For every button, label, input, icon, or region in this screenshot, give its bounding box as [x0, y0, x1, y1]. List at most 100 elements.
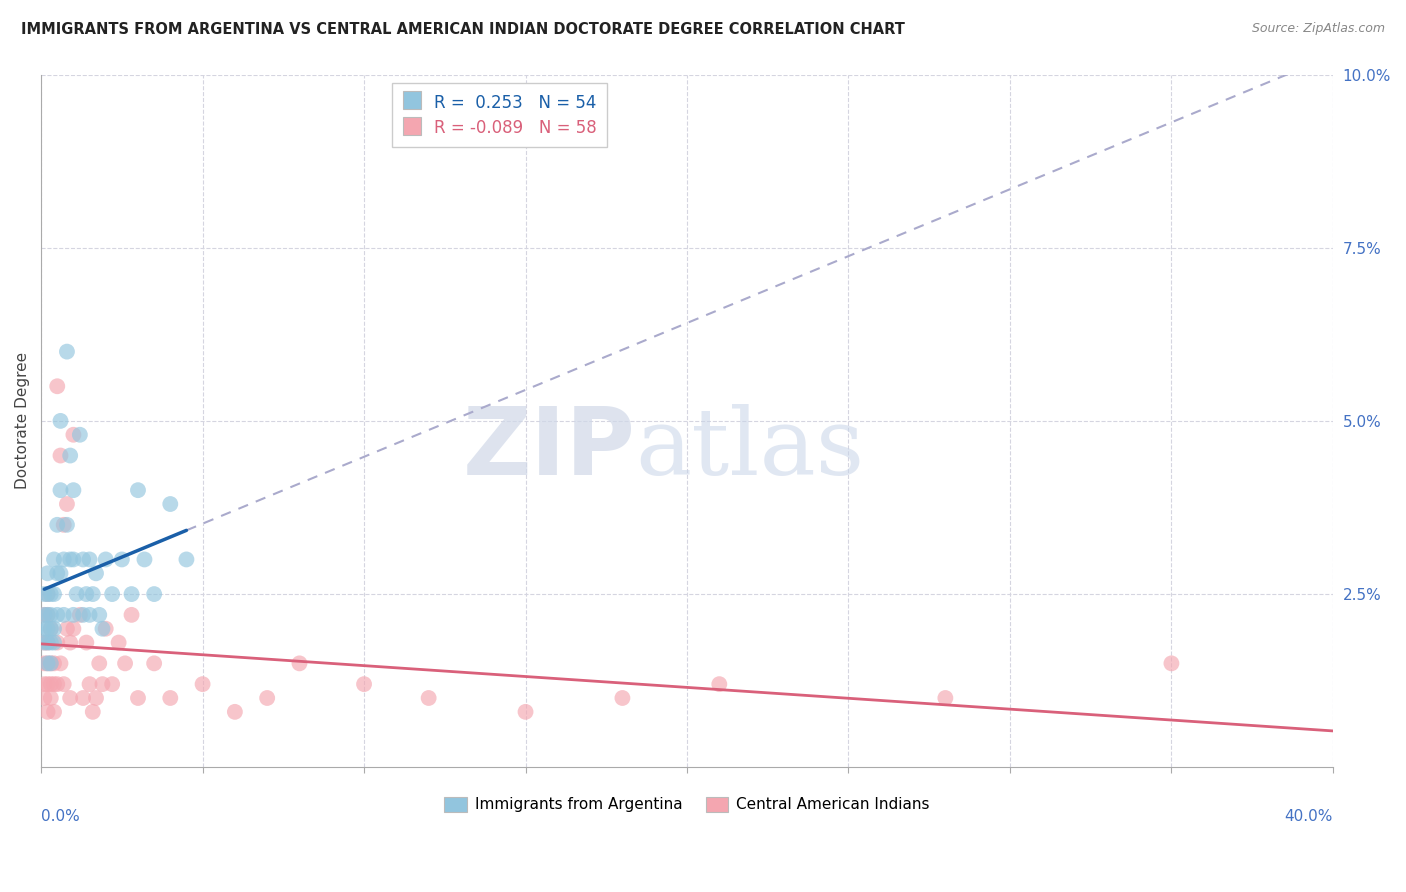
Point: [143, 657, 166, 671]
Point: [49, 449, 72, 463]
Point: [79, 552, 101, 566]
Point: [39, 677, 62, 691]
Point: [62, 483, 84, 498]
Point: [34, 691, 56, 706]
Text: 40.0%: 40.0%: [1285, 809, 1333, 824]
Point: [69, 427, 91, 442]
Point: [159, 691, 181, 706]
Point: [127, 483, 149, 498]
Point: [176, 552, 198, 566]
Point: [418, 691, 440, 706]
Point: [56, 344, 79, 359]
Point: [49, 483, 72, 498]
Point: [72, 691, 94, 706]
Point: [101, 677, 124, 691]
Point: [121, 587, 143, 601]
Point: [49, 657, 72, 671]
Point: [79, 607, 101, 622]
Point: [72, 552, 94, 566]
Point: [84, 566, 107, 581]
Point: [69, 607, 91, 622]
Point: [42, 705, 65, 719]
Point: [94, 552, 117, 566]
Point: [82, 587, 104, 601]
Point: [39, 657, 62, 671]
Text: ZIP: ZIP: [463, 402, 636, 494]
Point: [42, 657, 65, 671]
Point: [56, 497, 79, 511]
Point: [42, 677, 65, 691]
Point: [34, 635, 56, 649]
Text: IMMIGRANTS FROM ARGENTINA VS CENTRAL AMERICAN INDIAN DOCTORATE DEGREE CORRELATIO: IMMIGRANTS FROM ARGENTINA VS CENTRAL AME…: [21, 22, 905, 37]
Point: [37, 587, 59, 601]
Point: [612, 691, 634, 706]
Legend: Immigrants from Argentina, Central American Indians: Immigrants from Argentina, Central Ameri…: [439, 791, 936, 819]
Point: [39, 635, 62, 649]
Point: [37, 635, 59, 649]
Point: [42, 552, 65, 566]
Point: [46, 566, 69, 581]
Point: [62, 607, 84, 622]
Point: [101, 587, 124, 601]
Point: [34, 635, 56, 649]
Point: [46, 517, 69, 532]
Point: [46, 635, 69, 649]
Point: [37, 677, 59, 691]
Point: [37, 635, 59, 649]
Point: [52, 677, 75, 691]
Point: [75, 587, 97, 601]
Point: [37, 607, 59, 622]
Point: [66, 587, 89, 601]
Point: [59, 552, 82, 566]
Point: [46, 379, 69, 393]
Point: [84, 691, 107, 706]
Point: [89, 657, 111, 671]
Point: [62, 427, 84, 442]
Point: [114, 657, 136, 671]
Y-axis label: Doctorate Degree: Doctorate Degree: [15, 352, 30, 490]
Point: [39, 607, 62, 622]
Point: [37, 657, 59, 671]
Point: [42, 635, 65, 649]
Point: [37, 657, 59, 671]
Point: [121, 607, 143, 622]
Point: [353, 677, 375, 691]
Text: Source: ZipAtlas.com: Source: ZipAtlas.com: [1251, 22, 1385, 36]
Point: [34, 607, 56, 622]
Point: [52, 552, 75, 566]
Point: [56, 517, 79, 532]
Point: [34, 657, 56, 671]
Point: [39, 622, 62, 636]
Point: [91, 677, 114, 691]
Text: atlas: atlas: [636, 403, 865, 493]
Point: [82, 705, 104, 719]
Point: [37, 607, 59, 622]
Point: [72, 607, 94, 622]
Point: [37, 622, 59, 636]
Point: [46, 607, 69, 622]
Point: [39, 657, 62, 671]
Point: [34, 677, 56, 691]
Point: [52, 517, 75, 532]
Point: [52, 607, 75, 622]
Point: [49, 414, 72, 428]
Point: [709, 677, 731, 691]
Point: [127, 691, 149, 706]
Point: [89, 607, 111, 622]
Point: [224, 705, 246, 719]
Point: [107, 635, 129, 649]
Text: 0.0%: 0.0%: [41, 809, 80, 824]
Point: [34, 607, 56, 622]
Point: [143, 587, 166, 601]
Point: [91, 622, 114, 636]
Point: [134, 552, 156, 566]
Point: [34, 622, 56, 636]
Point: [37, 587, 59, 601]
Point: [59, 449, 82, 463]
Point: [62, 622, 84, 636]
Point: [46, 677, 69, 691]
Point: [191, 677, 214, 691]
Point: [49, 566, 72, 581]
Point: [59, 691, 82, 706]
Point: [75, 635, 97, 649]
